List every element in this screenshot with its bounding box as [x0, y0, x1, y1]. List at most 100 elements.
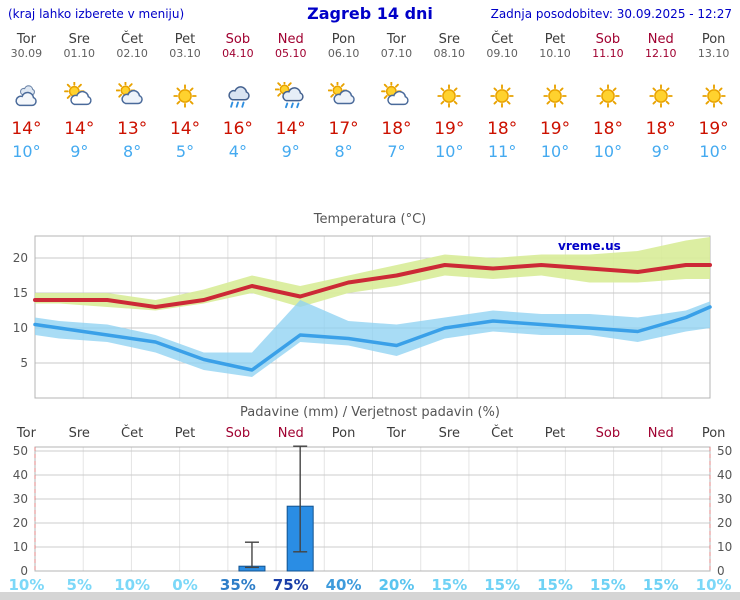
- day-max-temp: 14°: [275, 119, 306, 139]
- precip-day-label: Čet: [121, 426, 144, 441]
- svg-text:40: 40: [13, 468, 28, 482]
- precip-probability: 15%: [642, 576, 679, 594]
- day-min-temp: 8°: [334, 142, 353, 161]
- day-column[interactable]: Tor 07.10 18° 7°: [370, 32, 423, 162]
- precip-day-label: Pon: [701, 426, 726, 441]
- day-name: Tor: [16, 32, 36, 47]
- precipitation-days-row: Tor Sre Čet Pet Sob Ned Pon Tor Sre Čet Pet Sob Ned P…: [0, 426, 740, 441]
- sunny-icon: [539, 82, 571, 112]
- svg-text:15: 15: [13, 286, 28, 300]
- precipitation-probability-row: 10% 5% 10% 0% 35% 75% 40% 20% 15% 15% 15% 15% 15% 10%: [0, 577, 740, 594]
- svg-text:0: 0: [20, 564, 28, 577]
- forecast-days-row: Tor 30.09 14° 10° Sre 01.10 14° 9° Čet 0…: [0, 32, 740, 162]
- svg-text:30: 30: [13, 492, 28, 506]
- day-name: Pet: [174, 32, 196, 47]
- day-min-temp: 10°: [540, 142, 570, 161]
- day-date: 03.10: [169, 47, 201, 60]
- svg-text:5: 5: [20, 356, 28, 370]
- day-min-temp: 9°: [651, 142, 670, 161]
- precip-probability: 20%: [378, 576, 415, 594]
- precip-day-label: Sob: [595, 426, 621, 441]
- day-date: 30.09: [10, 47, 43, 60]
- precip-probability: 0%: [172, 576, 198, 594]
- svg-text:30: 30: [717, 492, 732, 506]
- svg-text:10: 10: [13, 540, 28, 554]
- precip-probability: 40%: [325, 576, 362, 594]
- day-column[interactable]: Pon 06.10 17° 8°: [317, 32, 370, 162]
- day-column[interactable]: Ned 12.10 18° 9°: [634, 32, 687, 162]
- rain-sun-icon: [274, 82, 307, 112]
- day-name: Ned: [647, 32, 674, 47]
- day-column[interactable]: Pon 13.10 19° 10°: [687, 32, 740, 162]
- day-max-temp: 14°: [169, 119, 201, 139]
- day-max-temp: 18°: [645, 119, 676, 139]
- day-name: Sob: [225, 32, 251, 47]
- day-name: Sre: [438, 32, 460, 47]
- precip-day-label: Tor: [386, 426, 406, 441]
- day-min-temp: 9°: [281, 142, 300, 161]
- day-name: Sre: [68, 32, 90, 47]
- day-name: Pon: [331, 32, 356, 47]
- day-column[interactable]: Pet 10.10 19° 10°: [529, 32, 582, 162]
- svg-text:20: 20: [13, 516, 28, 530]
- precip-day-label: Ned: [647, 426, 674, 441]
- watermark: vreme.us: [558, 239, 621, 253]
- day-date: 13.10: [697, 47, 730, 60]
- precip-day-label: Pon: [331, 426, 356, 441]
- partly-cloudy-icon: [63, 82, 95, 112]
- day-column[interactable]: Pet 03.10 14° 5°: [159, 32, 212, 162]
- precip-probability: 10%: [114, 576, 151, 594]
- mostly-cloudy-icon: [116, 82, 148, 112]
- precip-probability: 75%: [272, 576, 309, 594]
- day-max-temp: 17°: [328, 119, 359, 139]
- day-max-temp: 14°: [64, 119, 95, 139]
- day-column[interactable]: Ned 05.10 14° 9°: [264, 32, 317, 162]
- precip-day-label: Čet: [491, 426, 514, 441]
- day-column[interactable]: Čet 09.10 18° 11°: [476, 32, 529, 162]
- precip-probability: 10%: [8, 576, 45, 594]
- day-max-temp: 16°: [222, 119, 253, 139]
- sunny-icon: [486, 82, 518, 112]
- page-title: Zagreb 14 dni: [307, 4, 433, 23]
- day-date: 02.10: [116, 47, 148, 60]
- day-name: Tor: [386, 32, 406, 47]
- precip-probability: 15%: [484, 576, 521, 594]
- day-date: 05.10: [274, 47, 307, 60]
- day-date: 06.10: [327, 47, 360, 60]
- day-column[interactable]: Čet 02.10 13° 8°: [106, 32, 159, 162]
- precip-day-label: Pet: [544, 426, 566, 441]
- precipitation-chart-title: Padavine (mm) / Verjetnost padavin (%): [240, 405, 500, 420]
- precip-probability: 35%: [219, 576, 256, 594]
- precip-probability: 10%: [695, 576, 732, 594]
- day-max-temp: 19°: [698, 119, 729, 139]
- day-min-temp: 8°: [123, 142, 142, 161]
- mostly-cloudy-icon: [327, 82, 360, 112]
- day-date: 01.10: [63, 47, 96, 60]
- svg-text:50: 50: [717, 444, 732, 458]
- day-column[interactable]: Sob 11.10 18° 10°: [581, 32, 634, 162]
- day-column[interactable]: Sre 08.10 19° 10°: [423, 32, 476, 162]
- day-name: Pon: [701, 32, 726, 47]
- day-column[interactable]: Tor 30.09 14° 10°: [0, 32, 53, 162]
- day-min-temp: 7°: [387, 142, 406, 161]
- sunny-icon: [645, 82, 677, 112]
- temperature-chart-title: Temperatura (°C): [313, 212, 427, 227]
- day-max-temp: 13°: [117, 119, 148, 139]
- day-max-temp: 19°: [434, 119, 465, 139]
- day-min-temp: 10°: [699, 142, 728, 161]
- day-max-temp: 19°: [539, 119, 571, 139]
- day-min-temp: 11°: [487, 142, 517, 161]
- day-column[interactable]: Sob 04.10 16° 4°: [211, 32, 264, 162]
- day-column[interactable]: Sre 01.10 14° 9°: [53, 32, 106, 162]
- svg-text:20: 20: [13, 251, 28, 265]
- svg-text:20: 20: [717, 516, 732, 530]
- day-name: Čet: [121, 32, 144, 47]
- bottom-gray-bar: [0, 592, 740, 600]
- page-header: (kraj lahko izberete v meniju) Zagreb 14…: [0, 0, 740, 26]
- sunny-icon: [592, 82, 624, 112]
- sunny-icon: [433, 82, 465, 112]
- precip-probability: 15%: [537, 576, 573, 594]
- last-update: Zadnja posodobitev: 30.09.2025 - 12:27: [490, 7, 732, 21]
- day-name: Čet: [491, 32, 514, 47]
- day-min-temp: 10°: [593, 142, 623, 161]
